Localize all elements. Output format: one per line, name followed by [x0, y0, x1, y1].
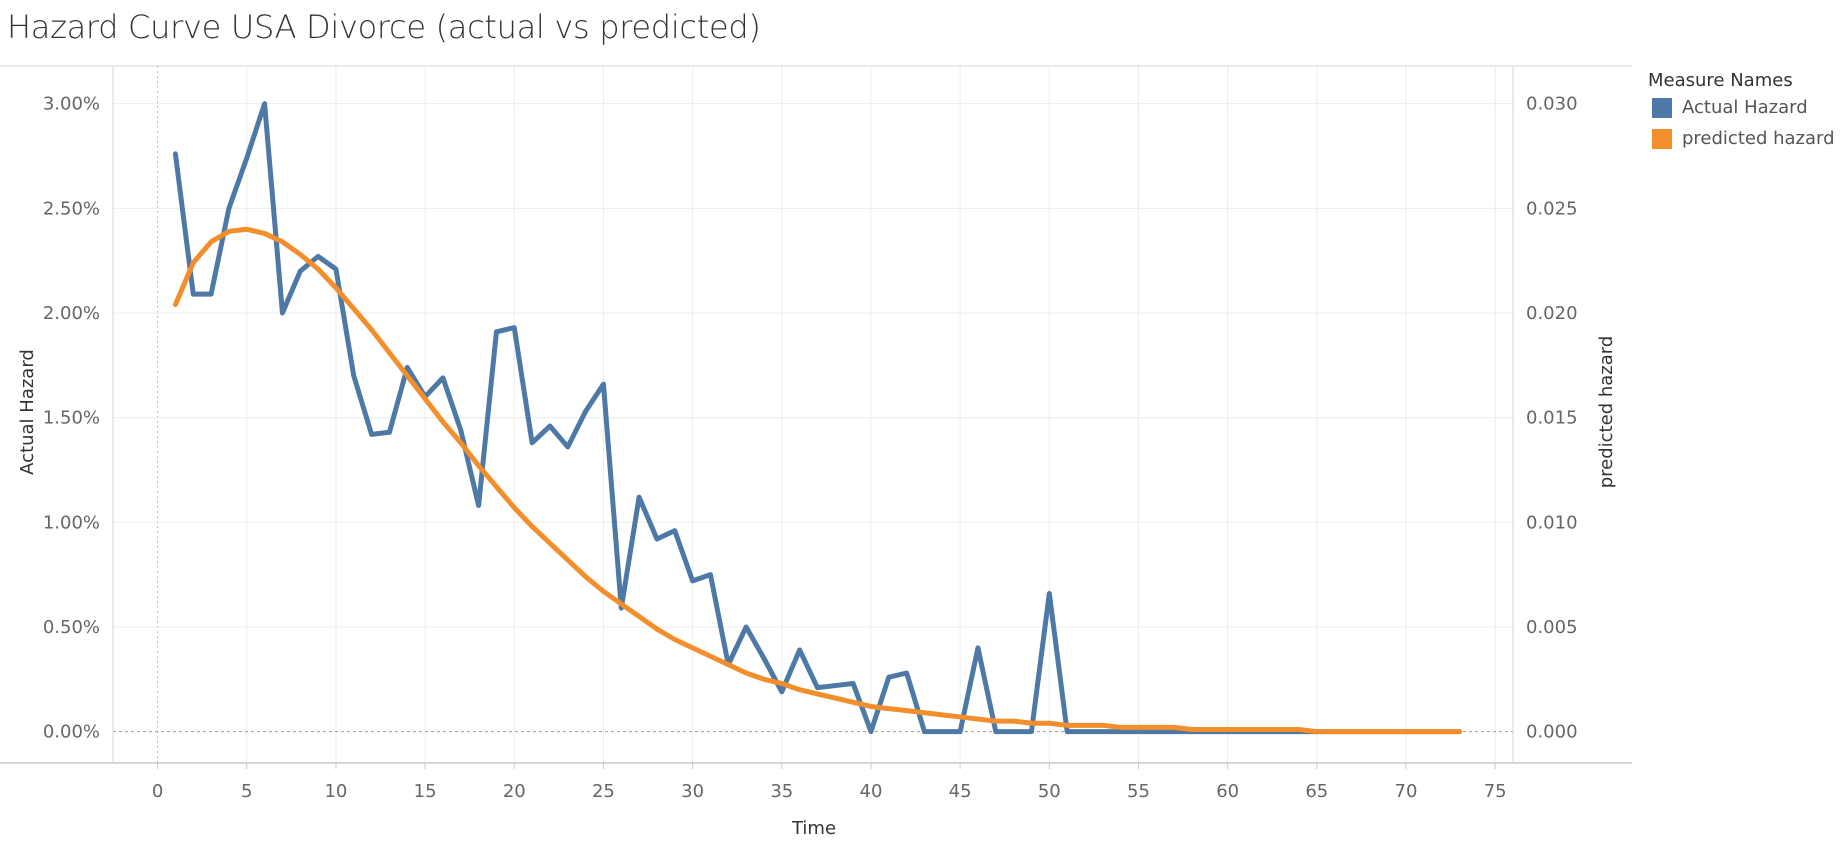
x-axis-label: Time — [791, 818, 836, 839]
legend-title: Measure Names — [1648, 70, 1793, 91]
x-tick-label: 65 — [1305, 781, 1328, 802]
series-line-predicted-hazard — [172, 226, 1462, 735]
x-tick-label: 60 — [1216, 781, 1239, 802]
left-tick-label: 1.50% — [43, 408, 100, 429]
left-tick-label: 3.00% — [43, 94, 100, 115]
plot-frame — [0, 65, 1632, 764]
right-tick-label: 0.025 — [1526, 198, 1578, 219]
right-tick-label: 0.010 — [1526, 512, 1578, 533]
left-tick-label: 2.00% — [43, 303, 100, 324]
left-tick-label: 1.00% — [43, 512, 100, 533]
x-tick-label: 10 — [324, 781, 347, 802]
legend-item-actual-hazard[interactable]: Actual Hazard — [1652, 97, 1835, 118]
left-tick-label: 2.50% — [43, 198, 100, 219]
chart-title: Hazard Curve USA Divorce (actual vs pred… — [7, 8, 761, 46]
right-tick-label: 0.030 — [1526, 94, 1578, 115]
right-axis-ticks: 0.000 0.005 0.010 0.015 0.020 0.025 0.030 — [1526, 94, 1578, 743]
left-tick-label: 0.50% — [43, 617, 100, 638]
x-tick-label: 20 — [503, 781, 526, 802]
left-axis-label: Actual Hazard — [17, 349, 38, 475]
x-tick-label: 55 — [1127, 781, 1150, 802]
left-axis-ticks: 0.00% 0.50% 1.00% 1.50% 2.00% 2.50% 3.00% — [43, 94, 100, 743]
x-tick-label: 5 — [241, 781, 252, 802]
legend-swatch-predicted-hazard — [1652, 128, 1672, 149]
right-axis-label: predicted hazard — [1596, 336, 1617, 489]
right-tick-label: 0.005 — [1526, 617, 1578, 638]
x-tick-label: 25 — [592, 781, 615, 802]
x-tick-label: 50 — [1038, 781, 1061, 802]
legend-item-predicted-hazard[interactable]: predicted hazard — [1652, 128, 1835, 149]
x-tick-label: 45 — [949, 781, 972, 802]
right-tick-label: 0.000 — [1526, 722, 1578, 743]
legend-swatch-actual-hazard — [1652, 97, 1672, 118]
right-tick-label: 0.020 — [1526, 303, 1578, 324]
x-tick-label: 30 — [681, 781, 704, 802]
x-tick-label: 35 — [770, 781, 793, 802]
legend-label-predicted-hazard: predicted hazard — [1682, 128, 1835, 149]
x-tick-label: 15 — [414, 781, 437, 802]
x-tick-label: 0 — [152, 781, 163, 802]
legend-label-actual-hazard: Actual Hazard — [1682, 97, 1808, 118]
left-tick-label: 0.00% — [43, 722, 100, 743]
right-tick-label: 0.015 — [1526, 408, 1578, 429]
x-axis-ticks: 0 5 10 15 20 25 30 35 40 45 50 55 60 65 70 75 — [152, 763, 1507, 802]
x-tick-label: 70 — [1395, 781, 1418, 802]
legend: Measure Names Actual Hazard predicted ha… — [1648, 70, 1835, 159]
gridlines — [113, 66, 1513, 763]
series-lines — [172, 101, 1462, 735]
x-tick-label: 75 — [1484, 781, 1507, 802]
x-tick-label: 40 — [860, 781, 883, 802]
